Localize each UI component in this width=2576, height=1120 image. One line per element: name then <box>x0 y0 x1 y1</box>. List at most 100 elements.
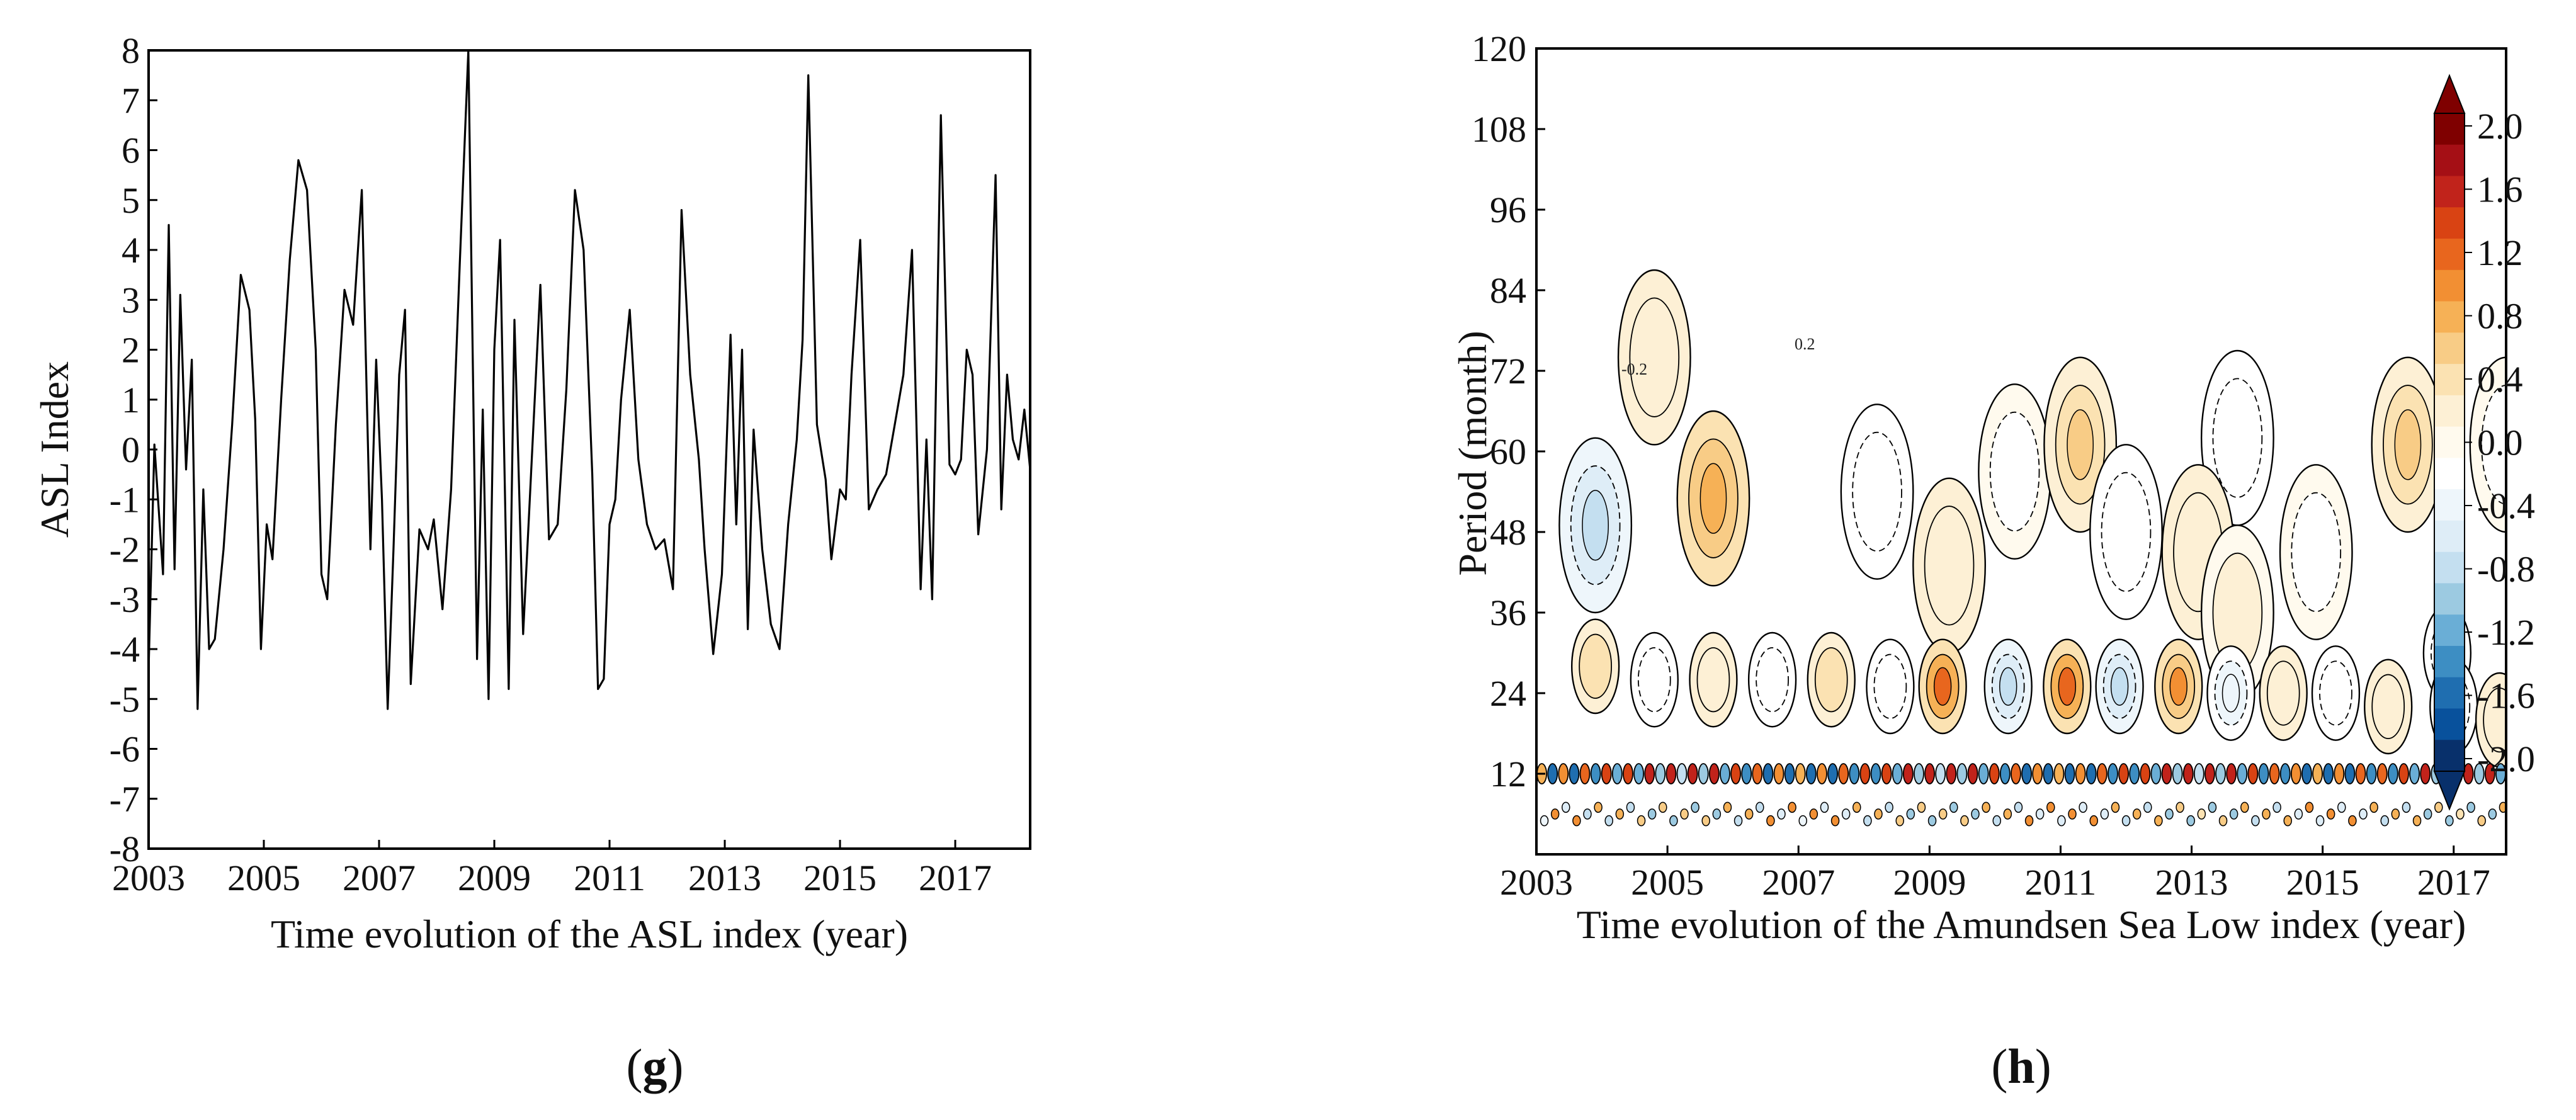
plot-frame-g <box>147 49 1031 850</box>
h-ytick-label: 60 <box>1490 431 1526 472</box>
colorbar-tick-label: 1.6 <box>2477 169 2523 210</box>
h-ytick-label: 72 <box>1490 351 1526 392</box>
g-xtick-label: 2003 <box>112 857 185 898</box>
h-ytick-label: 84 <box>1490 270 1526 311</box>
g-ytick-label: -4 <box>110 629 140 670</box>
colorbar-tick-label: 0.4 <box>2477 359 2523 400</box>
colorbar-tick-label: -0.4 <box>2477 485 2535 526</box>
contour-cell <box>2095 638 2144 735</box>
h-ytick-label: 24 <box>1490 673 1526 714</box>
g-ytick-label: 5 <box>122 180 140 221</box>
g-xtick-label: 2015 <box>803 857 877 898</box>
h-xlabel: Time evolution of the Amundsen Sea Low i… <box>1577 902 2466 947</box>
h-xtick-label: 2011 <box>2025 862 2097 903</box>
colorbar-swatch <box>2434 614 2465 647</box>
colorbar-swatch <box>2434 740 2465 772</box>
colorbar-swatch <box>2434 332 2465 365</box>
colorbar-tick-label: -2.0 <box>2477 738 2535 779</box>
h-xtick-label: 2007 <box>1762 862 1835 903</box>
g-ytick-label: 4 <box>122 230 140 271</box>
g-ytick-label: -1 <box>110 479 140 520</box>
colorbar-tick-label: 0.8 <box>2477 296 2523 337</box>
colorbar: 2.0 1.6 1.2 0.8 0.4 0.0 -0.4 -0.8 -1.2 -1.6 -2.0 <box>2433 74 2535 811</box>
contour-cell <box>1807 631 1856 728</box>
h-ytick-label: 120 <box>1472 28 1526 69</box>
colorbar-swatch <box>2434 458 2465 490</box>
colorbar-swatch <box>2434 395 2465 427</box>
contour-cell <box>2475 672 2506 768</box>
g-ytick-label: -3 <box>110 579 140 620</box>
g-ytick-label: -5 <box>110 679 140 720</box>
asl-index-line <box>149 50 1030 710</box>
contour-cell <box>1689 631 1738 728</box>
contour-cell <box>2371 356 2445 533</box>
contour-cell <box>2043 638 2092 735</box>
g-ytick-label: 8 <box>122 30 140 71</box>
panel-h-wavelet-chart: 120 108 96 84 72 60 48 36 24 12 2003 2005 2007 2009 2… <box>1450 28 2535 1094</box>
contour-cell <box>2200 349 2274 526</box>
g-ytick-label: 3 <box>122 280 140 320</box>
g-xtick-label: 2017 <box>919 857 992 898</box>
colorbar-swatch <box>2434 489 2465 521</box>
g-ytick-label: 1 <box>122 380 140 421</box>
colorbar-swatch <box>2434 364 2465 396</box>
h-ytick-label: 12 <box>1490 754 1526 795</box>
h-ylabel: Period (month) <box>1450 331 1495 575</box>
g-panel-letter: g <box>643 1039 667 1094</box>
colorbar-tick-label: -1.6 <box>2477 676 2535 716</box>
contour-cell <box>1617 269 1691 446</box>
colorbar-swatch <box>2434 239 2465 271</box>
g-xtick-label: 2005 <box>227 857 300 898</box>
contour-cell <box>2200 524 2274 701</box>
colorbar-tick-label: 0.0 <box>2477 422 2523 463</box>
contour-cell <box>2154 638 2203 735</box>
h-xtick-label: 2015 <box>2286 862 2359 903</box>
contour-cell <box>1630 631 1679 728</box>
contour-cell <box>1918 638 1967 735</box>
colorbar-swatch <box>2434 645 2465 678</box>
h-ytick-label: 48 <box>1490 512 1526 553</box>
high-frequency-band <box>1536 763 2506 827</box>
contour-cell <box>1978 383 2052 560</box>
contour-cell <box>1866 638 1915 735</box>
colorbar-swatch <box>2434 113 2465 145</box>
h-xtick-label: 2013 <box>2155 862 2228 903</box>
contour-cell <box>2364 659 2413 755</box>
h-panel-letter: h <box>2007 1039 2034 1094</box>
g-ytick-label: -8 <box>110 829 140 869</box>
contour-cell <box>1558 437 1633 614</box>
contour-cell <box>2089 444 2163 620</box>
colorbar-tick-label: 2.0 <box>2477 106 2523 147</box>
h-ytick-label: 96 <box>1490 189 1526 230</box>
colorbar-swatch <box>2434 583 2465 615</box>
colorbar-swatch <box>2434 207 2465 239</box>
h-xtick-label: 2003 <box>1500 862 1573 903</box>
contour-cell <box>2311 645 2361 741</box>
g-ytick-label: -7 <box>110 779 140 820</box>
contour-cell <box>2043 356 2118 533</box>
colorbar-tick-label: 1.2 <box>2477 232 2523 273</box>
panel-g-line-chart: 8 7 6 5 4 3 2 1 0 -1 -2 -3 -4 -5 -6 -7 -8 2003 2005 2007 20… <box>32 30 1031 1094</box>
g-ytick-label: -6 <box>110 729 140 770</box>
g-xtick-label: 2011 <box>574 857 645 898</box>
colorbar-tick-label: -1.2 <box>2477 612 2535 653</box>
colorbar-swatch <box>2434 708 2465 740</box>
g-ytick-label: 2 <box>122 330 140 371</box>
contour-cell <box>1570 618 1620 715</box>
h-xtick-label: 2005 <box>1631 862 1704 903</box>
colorbar-swatch <box>2434 426 2465 458</box>
colorbar-swatch <box>2434 144 2465 177</box>
g-ylabel: ASL Index <box>32 361 77 538</box>
g-ytick-label: 6 <box>122 130 140 171</box>
g-panel-label: (g) <box>627 1039 684 1094</box>
colorbar-swatch <box>2434 552 2465 584</box>
h-contour-label-neg: -0.2 <box>1621 360 1647 378</box>
contour-cell <box>1912 477 1986 654</box>
contour-cell <box>2206 645 2255 741</box>
contour-cell <box>1747 631 1797 728</box>
contour-cell <box>2259 645 2308 741</box>
h-ytick-label: 108 <box>1472 109 1526 150</box>
contour-cell <box>1983 638 2033 735</box>
contour-cell <box>2279 464 2353 640</box>
